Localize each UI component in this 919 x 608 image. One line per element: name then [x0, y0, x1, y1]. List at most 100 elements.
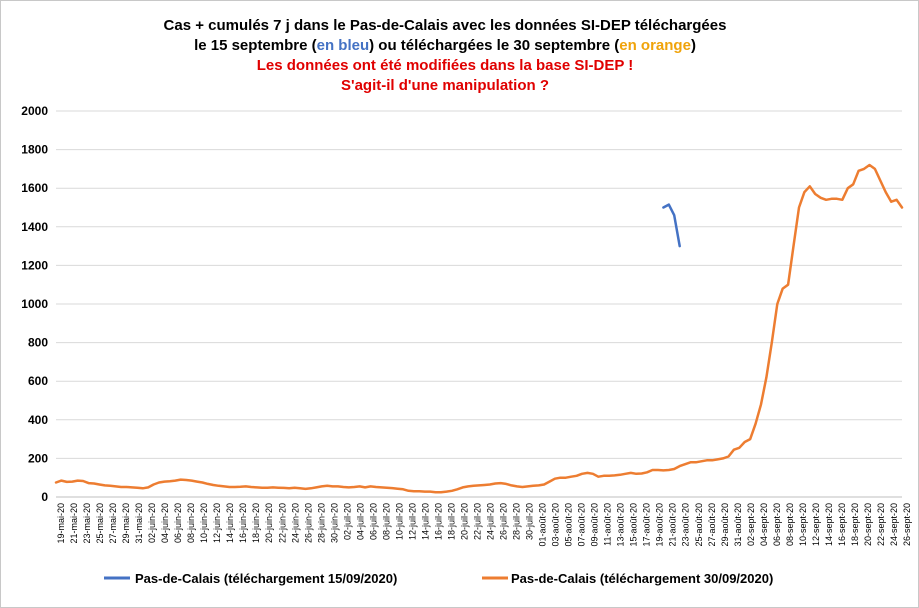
x-tick-label: 19-mai-20 [56, 503, 66, 544]
x-tick-label: 16-juin-20 [238, 503, 248, 543]
x-tick-label: 12-sept-20 [811, 503, 821, 546]
series-line-30-sept [54, 163, 904, 494]
title-segment: S'agit-il d'une manipulation ? [341, 77, 549, 94]
x-tick-label: 02-sept-20 [746, 503, 756, 546]
x-tick-label: 31-août-20 [733, 503, 743, 547]
y-tick-label: 1000 [21, 297, 48, 311]
x-tick-label: 22-juil-20 [472, 503, 482, 540]
x-tick-label: 18-juin-20 [251, 503, 261, 543]
title-segment: Cas + cumulés 7 j dans le Pas-de-Calais … [164, 17, 727, 34]
x-tick-label: 21-mai-20 [69, 503, 79, 544]
series-line-15-sept [662, 203, 681, 248]
x-tick-label: 05-août-20 [564, 503, 574, 547]
x-tick-label: 14-juil-20 [420, 503, 430, 540]
title-segment: en orange [619, 37, 691, 54]
title-line-2: le 15 septembre (en bleu) ou téléchargée… [194, 37, 696, 54]
x-tick-label: 10-juil-20 [394, 503, 404, 540]
x-tick-label: 19-août-20 [655, 503, 665, 547]
x-tick-label: 17-août-20 [642, 503, 652, 547]
x-tick-label: 02-juil-20 [342, 503, 352, 540]
title-line-3: Les données ont été modifiées dans la ba… [257, 57, 634, 74]
x-tick-label: 13-août-20 [616, 503, 626, 547]
y-tick-label: 0 [41, 490, 48, 504]
chart-title: Cas + cumulés 7 j dans le Pas-de-Calais … [164, 17, 727, 94]
x-tick-label: 22-juin-20 [277, 503, 287, 543]
title-segment: le 15 septembre ( [194, 37, 317, 54]
series-lines [54, 163, 904, 494]
y-tick-label: 1800 [21, 143, 48, 157]
x-tick-label: 11-août-20 [603, 503, 613, 546]
x-tick-label: 03-août-20 [551, 503, 561, 547]
y-tick-label: 1200 [21, 258, 48, 272]
x-tick-label: 04-juin-20 [160, 503, 170, 543]
x-tick-label: 30-juil-20 [525, 503, 535, 540]
x-tick-label: 01-août-20 [538, 503, 548, 547]
x-tick-label: 26-sept-20 [902, 503, 912, 546]
x-tick-label: 18-sept-20 [850, 503, 860, 546]
x-tick-label: 04-juil-20 [355, 503, 365, 540]
x-tick-label: 20-juin-20 [264, 503, 274, 543]
y-tick-label: 1600 [21, 181, 48, 195]
x-tick-label: 07-août-20 [577, 503, 587, 547]
x-tick-label: 06-juin-20 [173, 503, 183, 543]
x-tick-label: 25-mai-20 [95, 503, 105, 544]
title-line-4: S'agit-il d'une manipulation ? [341, 77, 549, 94]
x-tick-label: 20-juil-20 [459, 503, 469, 540]
title-segment: Les données ont été modifiées dans la ba… [257, 57, 634, 74]
x-tick-label: 27-mai-20 [108, 503, 118, 544]
x-tick-label: 14-juin-20 [225, 503, 235, 543]
x-tick-label: 18-juil-20 [446, 503, 456, 540]
x-tick-label: 23-mai-20 [82, 503, 92, 544]
x-tick-label: 20-sept-20 [863, 503, 873, 546]
gridlines [56, 110, 902, 459]
x-tick-label: 27-août-20 [707, 503, 717, 547]
x-tick-label: 26-juin-20 [303, 503, 313, 543]
x-tick-label: 23-août-20 [681, 503, 691, 547]
y-tick-label: 800 [28, 336, 48, 350]
x-tick-label: 28-juin-20 [316, 503, 326, 543]
y-tick-label: 200 [28, 451, 48, 465]
x-tick-label: 31-mai-20 [134, 503, 144, 544]
x-tick-label: 22-sept-20 [876, 503, 886, 546]
x-tick-label: 16-sept-20 [837, 503, 847, 546]
title-segment: en bleu [317, 37, 370, 54]
x-tick-label: 25-août-20 [694, 503, 704, 547]
x-tick-label: 29-août-20 [720, 503, 730, 547]
x-tick-label: 21-août-20 [668, 503, 678, 547]
x-tick-label: 08-juil-20 [381, 503, 391, 540]
x-tick-label: 30-juin-20 [329, 503, 339, 543]
legend-label: Pas-de-Calais (téléchargement 30/09/2020… [511, 571, 773, 586]
y-tick-label: 600 [28, 374, 48, 388]
x-tick-label: 04-sept-20 [759, 503, 769, 546]
x-tick-label: 10-juin-20 [199, 503, 209, 543]
x-tick-label: 14-sept-20 [824, 503, 834, 546]
x-tick-label: 06-juil-20 [368, 503, 378, 540]
x-tick-label: 24-juil-20 [486, 503, 496, 540]
x-tick-label: 15-août-20 [629, 503, 639, 547]
x-tick-label: 26-juil-20 [499, 503, 509, 540]
x-tick-label: 16-juil-20 [433, 503, 443, 540]
x-tick-label: 08-juin-20 [186, 503, 196, 543]
x-tick-label: 06-sept-20 [772, 503, 782, 546]
x-tick-label: 09-août-20 [590, 503, 600, 547]
x-tick-label: 29-mai-20 [121, 503, 131, 544]
x-tick-label: 08-sept-20 [785, 503, 795, 546]
y-tick-label: 2000 [21, 104, 48, 118]
x-tick-label: 24-juin-20 [290, 503, 300, 543]
x-tick-label: 28-juil-20 [512, 503, 522, 540]
title-segment: ) ou téléchargées le 30 septembre ( [369, 37, 619, 54]
x-tick-label: 12-juin-20 [212, 503, 222, 543]
y-tick-label: 400 [28, 413, 48, 427]
legend: Pas-de-Calais (téléchargement 15/09/2020… [104, 571, 773, 586]
x-tick-label: 10-sept-20 [798, 503, 808, 546]
legend-label: Pas-de-Calais (téléchargement 15/09/2020… [135, 571, 397, 586]
x-tick-label: 02-juin-20 [147, 503, 157, 543]
x-tick-label: 12-juil-20 [407, 503, 417, 540]
title-segment: ) [691, 37, 696, 54]
x-tick-label: 24-sept-20 [889, 503, 899, 546]
y-tick-label: 1400 [21, 220, 48, 234]
x-axis-tick-labels: 19-mai-20 21-mai-20 23-mai-20 25-mai-20 27-m… [56, 503, 912, 547]
title-line-1: Cas + cumulés 7 j dans le Pas-de-Calais … [164, 17, 727, 34]
y-axis-tick-labels: 0 200 400 600 800 1000 1200 1400 1600 1800 2000 [21, 104, 48, 504]
